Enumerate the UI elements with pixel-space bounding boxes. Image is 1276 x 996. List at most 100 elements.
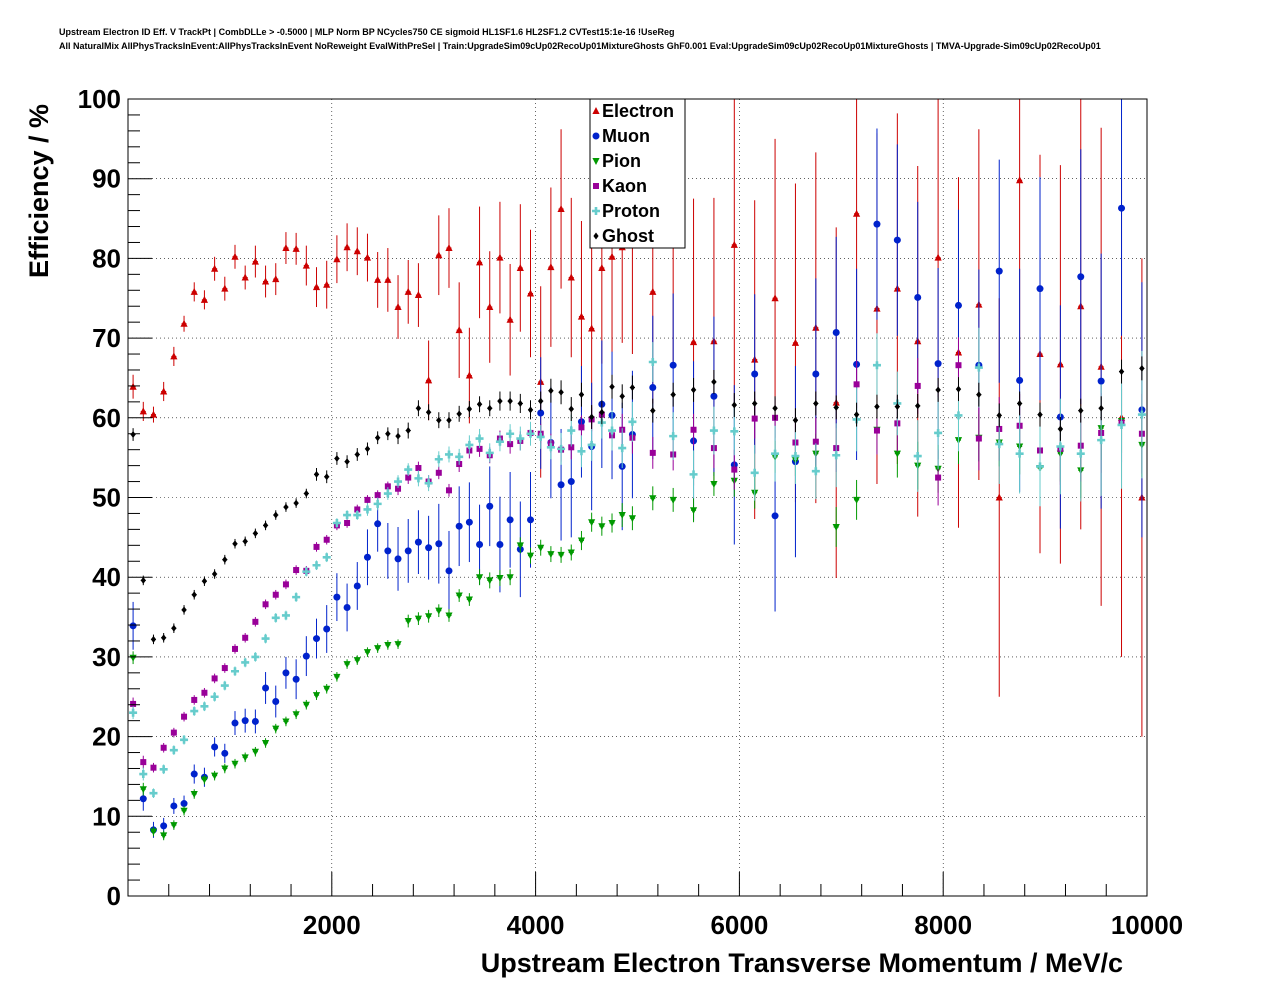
data-point xyxy=(954,411,963,420)
data-point xyxy=(771,294,779,302)
data-point xyxy=(465,596,473,604)
data-point xyxy=(150,635,157,643)
data-point xyxy=(190,770,198,778)
data-point xyxy=(212,570,218,578)
data-point xyxy=(517,399,523,407)
data-point xyxy=(333,673,341,681)
data-point xyxy=(496,253,504,261)
data-point xyxy=(619,392,625,400)
data-point xyxy=(180,807,188,815)
data-point xyxy=(140,759,147,766)
data-point xyxy=(312,283,321,291)
data-point xyxy=(414,538,422,546)
data-point xyxy=(832,523,840,531)
data-point xyxy=(465,371,473,379)
data-point xyxy=(689,507,698,515)
data-point xyxy=(1097,377,1105,385)
data-point xyxy=(567,478,575,486)
data-point xyxy=(302,261,310,269)
data-point xyxy=(853,411,860,419)
data-point xyxy=(495,437,504,446)
data-point xyxy=(557,204,565,212)
y-tick-label: 100 xyxy=(78,84,121,114)
data-point xyxy=(731,401,737,409)
data-point xyxy=(526,289,535,297)
data-point xyxy=(201,689,208,696)
data-point xyxy=(465,518,473,526)
data-point xyxy=(323,536,330,543)
data-point xyxy=(730,427,739,436)
data-point xyxy=(629,384,636,392)
data-point xyxy=(608,520,616,528)
data-point xyxy=(487,404,493,412)
series-pion xyxy=(129,389,1146,841)
data-point xyxy=(334,454,340,462)
data-point xyxy=(394,303,402,311)
data-point xyxy=(589,413,595,421)
data-point xyxy=(476,445,483,452)
data-point xyxy=(1016,176,1024,184)
y-tick-label: 0 xyxy=(107,881,121,911)
data-point xyxy=(974,363,983,372)
data-point xyxy=(149,828,158,836)
data-point xyxy=(282,244,290,252)
data-point xyxy=(1057,425,1063,433)
data-point xyxy=(976,391,982,399)
data-point xyxy=(211,675,218,682)
data-point xyxy=(588,519,596,527)
data-point xyxy=(934,253,942,261)
data-point xyxy=(303,490,309,498)
data-point xyxy=(414,615,423,623)
x-tick-label: 10000 xyxy=(1111,910,1183,940)
data-point xyxy=(628,515,637,523)
y-axis-title: Efficiency / % xyxy=(24,104,54,278)
data-point xyxy=(486,303,494,311)
data-point xyxy=(273,511,279,519)
data-point xyxy=(955,385,962,393)
data-point xyxy=(812,438,819,445)
data-point xyxy=(333,593,341,601)
data-point xyxy=(363,553,371,561)
data-point xyxy=(191,591,197,599)
data-point xyxy=(374,520,382,528)
data-point xyxy=(190,287,198,295)
data-point xyxy=(852,209,861,217)
data-point xyxy=(283,503,289,511)
data-point xyxy=(812,370,820,378)
data-point xyxy=(955,362,962,369)
data-point xyxy=(150,764,157,771)
data-point xyxy=(261,634,270,643)
data-point xyxy=(954,301,962,309)
y-tick-label: 90 xyxy=(92,164,121,194)
data-point xyxy=(475,574,484,582)
data-point xyxy=(353,247,361,255)
y-tick-label: 30 xyxy=(92,642,121,672)
data-point xyxy=(915,402,921,410)
data-point xyxy=(752,399,758,407)
data-point xyxy=(445,487,452,494)
data-point xyxy=(170,352,178,360)
data-point xyxy=(1015,449,1024,458)
data-point xyxy=(649,495,657,503)
data-point xyxy=(211,264,219,272)
data-point xyxy=(374,275,382,283)
data-point xyxy=(1098,404,1104,412)
data-point xyxy=(332,519,341,528)
y-tick-label: 80 xyxy=(92,243,121,273)
data-point xyxy=(689,470,698,479)
legend-label-electron: Electron xyxy=(602,101,674,121)
data-point xyxy=(935,386,941,394)
data-point xyxy=(180,735,189,744)
data-point xyxy=(811,467,820,476)
data-point xyxy=(444,450,453,459)
legend-marker-ghost xyxy=(593,232,599,240)
data-point xyxy=(230,667,239,676)
data-point xyxy=(1056,442,1065,451)
data-point xyxy=(344,520,351,527)
data-point xyxy=(323,625,331,633)
x-tick-label: 6000 xyxy=(710,910,768,940)
data-point xyxy=(394,477,403,486)
data-point xyxy=(1118,204,1126,212)
data-point xyxy=(312,561,321,570)
data-point xyxy=(690,426,697,433)
